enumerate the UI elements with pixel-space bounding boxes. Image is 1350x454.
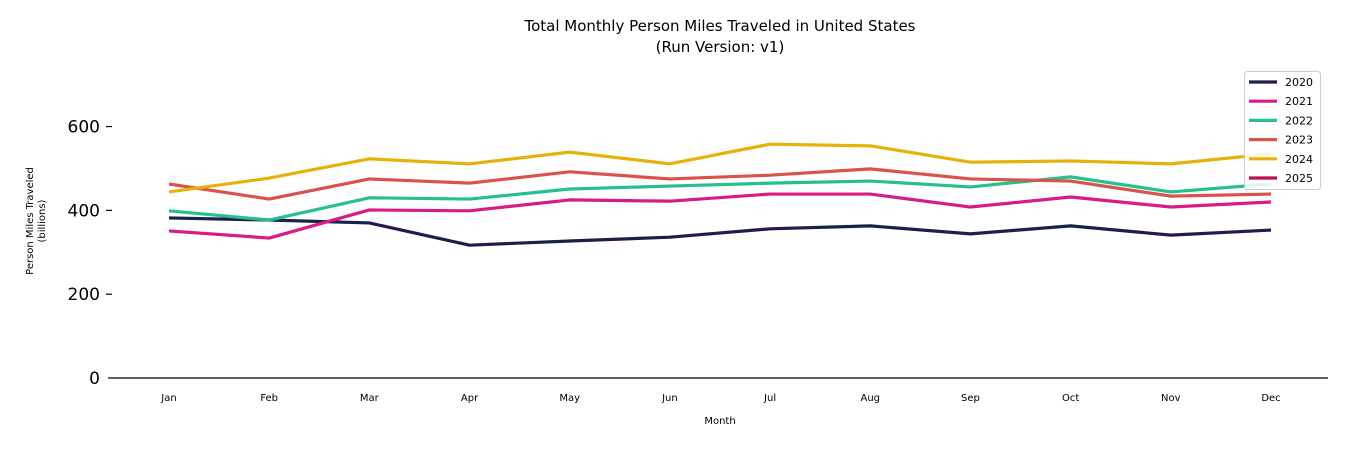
x-tick-label: Feb xyxy=(260,393,278,404)
legend-label: 2025 xyxy=(1285,172,1313,185)
x-axis-label: Month xyxy=(704,416,735,427)
legend-label: 2024 xyxy=(1285,153,1313,166)
y-tick-label: 600 xyxy=(68,118,100,138)
x-tick-label: Oct xyxy=(1062,393,1079,404)
y-axis-label: Person Miles Traveled (billions) xyxy=(25,167,48,275)
legend-label: 2023 xyxy=(1285,134,1313,147)
x-tick-label: Nov xyxy=(1161,393,1181,404)
x-tick-label: Jan xyxy=(160,393,176,404)
chart-title: Total Monthly Person Miles Traveled in U… xyxy=(523,17,915,35)
x-tick-label: Sep xyxy=(961,393,980,404)
y-tick-label: 200 xyxy=(68,285,100,305)
series-line-2023 xyxy=(168,167,1272,201)
x-tick-label: Apr xyxy=(461,393,479,404)
legend-label: 2021 xyxy=(1285,95,1313,108)
y-axis-label-unit: (billions) xyxy=(37,199,48,242)
legend: 2020 2021 2022 2023 2024 2025 xyxy=(1244,71,1321,190)
x-tick-label: Jun xyxy=(661,393,678,404)
series-line-2020 xyxy=(168,216,1272,247)
legend-label: 2022 xyxy=(1285,114,1313,127)
x-tick-label: Mar xyxy=(360,393,380,404)
x-tick-label: Dec xyxy=(1261,393,1280,404)
x-tick-label: Aug xyxy=(861,393,881,404)
series-line-2024 xyxy=(168,142,1272,194)
chart-subtitle: (Run Version: v1) xyxy=(656,38,785,56)
legend-label: 2020 xyxy=(1285,76,1313,89)
series-line-2022 xyxy=(168,175,1272,222)
x-tick-label: May xyxy=(559,393,580,404)
y-axis-label-text: Person Miles Traveled xyxy=(25,167,36,275)
series-line-2021 xyxy=(168,192,1272,240)
y-tick-label: 0 xyxy=(89,369,100,389)
y-tick-label: 400 xyxy=(68,201,100,221)
x-tick-label: Jul xyxy=(763,393,776,404)
